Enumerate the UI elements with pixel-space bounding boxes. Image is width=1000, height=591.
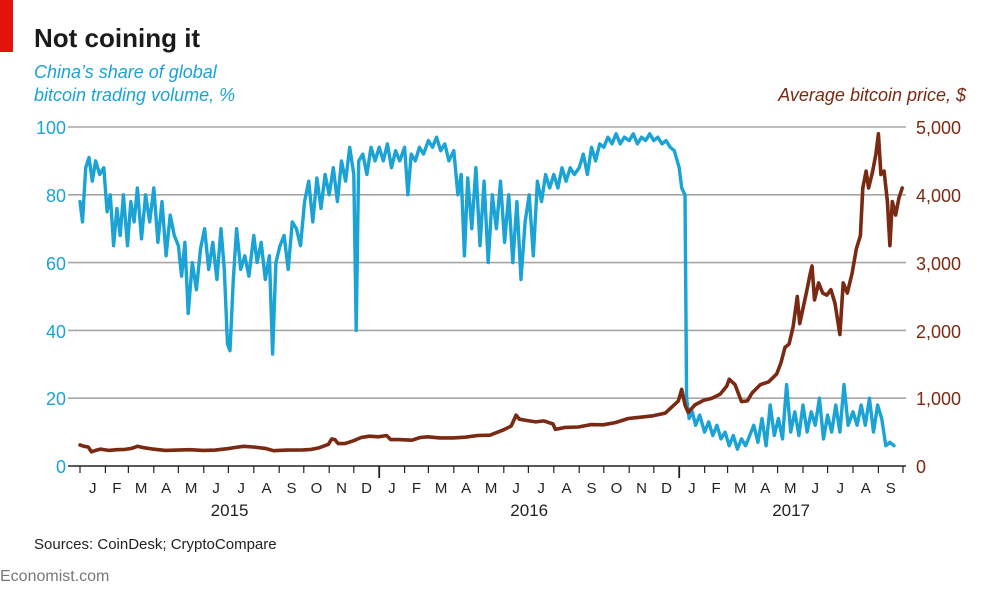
month-label: N [336, 480, 347, 497]
year-label: 2017 [772, 501, 810, 520]
month-label: J [212, 480, 220, 497]
right-tick-label: 0 [916, 457, 926, 477]
year-label: 2016 [510, 501, 548, 520]
month-label: D [661, 480, 672, 497]
source-note: Sources: CoinDesk; CryptoCompare [34, 536, 277, 553]
month-label: A [461, 480, 471, 497]
brand-label: Economist.com [0, 568, 109, 585]
chart-title: Not coining it [34, 23, 200, 53]
month-label: A [760, 480, 770, 497]
month-label: S [886, 480, 896, 497]
month-label: O [611, 480, 623, 497]
right-tick-label: 4,000 [916, 186, 961, 206]
right-tick-label: 1,000 [916, 389, 961, 409]
left-axis-label-line-2: bitcoin trading volume, % [34, 85, 235, 105]
month-label: M [435, 480, 448, 497]
month-label: S [586, 480, 596, 497]
accent-bar [0, 0, 13, 52]
month-label: J [812, 480, 820, 497]
month-label: A [161, 480, 171, 497]
left-tick-label: 0 [56, 457, 66, 477]
bitcoin-price-line [78, 132, 904, 454]
month-label: J [688, 480, 696, 497]
month-label: J [89, 480, 97, 497]
month-label: F [112, 480, 121, 497]
left-tick-label: 40 [46, 322, 66, 342]
china-share-line [78, 132, 896, 451]
month-label: M [185, 480, 198, 497]
right-tick-label: 5,000 [916, 118, 961, 138]
month-label: S [286, 480, 296, 497]
month-label: O [311, 480, 323, 497]
year-label: 2015 [211, 501, 249, 520]
month-label: J [388, 480, 396, 497]
month-label: J [837, 480, 845, 497]
right-axis-label: Average bitcoin price, $ [777, 85, 967, 105]
month-label: J [537, 480, 545, 497]
month-label: M [784, 480, 797, 497]
month-label: A [861, 480, 871, 497]
month-label: F [412, 480, 421, 497]
right-tick-label: 3,000 [916, 254, 961, 274]
month-label: D [361, 480, 372, 497]
month-label: A [261, 480, 271, 497]
month-label: M [485, 480, 498, 497]
month-label: J [237, 480, 245, 497]
right-tick-label: 2,000 [916, 322, 961, 342]
left-axis-label-line-1: China’s share of global [34, 62, 218, 82]
left-tick-labels: 100 80 60 40 20 0 [36, 118, 66, 477]
left-tick-label: 60 [46, 254, 66, 274]
left-tick-label: 20 [46, 389, 66, 409]
month-label: A [561, 480, 571, 497]
month-label: M [135, 480, 148, 497]
month-label: F [712, 480, 721, 497]
left-tick-label: 100 [36, 118, 66, 138]
month-label: N [636, 480, 647, 497]
month-label: M [734, 480, 747, 497]
month-label: J [512, 480, 520, 497]
left-tick-label: 80 [46, 186, 66, 206]
right-tick-labels: 5,000 4,000 3,000 2,000 1,000 0 [916, 118, 961, 477]
